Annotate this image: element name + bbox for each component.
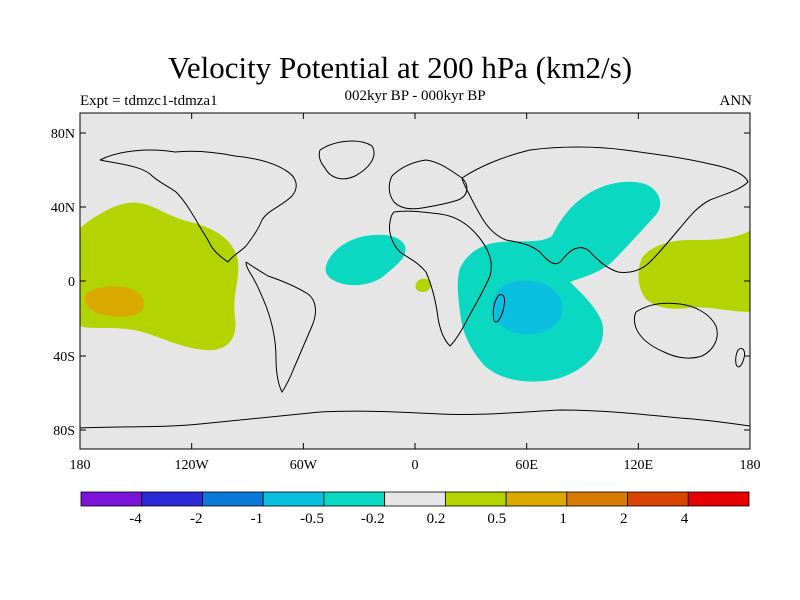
lon-tick-label: 180 <box>70 458 91 473</box>
map-subtitle: 002kyr BP - 000kyr BP <box>344 88 486 104</box>
negative-region-indian <box>457 181 661 382</box>
colorbar-label: -0.5 <box>300 511 324 527</box>
lat-tick-label: 40S <box>53 350 75 365</box>
map-title: Velocity Potential at 200 hPa (km2/s) <box>167 50 633 85</box>
colorbar-swatch <box>262 491 325 507</box>
lat-tick-label: 0 <box>68 275 75 290</box>
colorbar-swatch <box>323 491 386 507</box>
colorbar-swatch <box>202 491 264 507</box>
lat-tick-label: 80S <box>53 424 75 439</box>
lon-tick-label: 0 <box>412 458 419 473</box>
negative-region-atlantic <box>325 234 406 286</box>
colorbar: -4 -2 -1 -0.5 -0.2 0.2 0.5 1 2 4 <box>80 491 750 527</box>
colorbar-label: -0.2 <box>361 511 385 527</box>
lon-tick-label: 60E <box>515 458 538 473</box>
coast-europe <box>388 159 468 210</box>
colorbar-label: -2 <box>190 511 203 527</box>
colorbar-label: 1 <box>559 511 567 527</box>
season-label: ANN <box>719 93 753 109</box>
colorbar-label: 2 <box>620 511 628 527</box>
coast-antarctica <box>80 409 750 429</box>
colorbar-label: 0.5 <box>487 511 506 527</box>
colorbar-swatch <box>505 491 568 507</box>
negative-core-indian <box>492 280 563 335</box>
coast-africa <box>389 210 492 347</box>
colorbar-swatch <box>566 491 628 507</box>
colorbar-label: 0.2 <box>427 511 446 527</box>
lon-tick-label: 120W <box>175 458 210 473</box>
coast-madagascar <box>492 293 505 323</box>
colorbar-label: -4 <box>129 511 142 527</box>
colorbar-swatch <box>384 491 446 507</box>
positive-spot-atlantic <box>415 278 432 292</box>
lon-tick-label: 60W <box>290 458 318 473</box>
colorbar-swatch <box>444 491 507 507</box>
coast-australia <box>634 302 718 359</box>
lon-tick-label: 180 <box>740 458 761 473</box>
colorbar-swatch <box>141 491 203 507</box>
colorbar-swatch <box>687 491 750 507</box>
latitude-axis: 80N 40N 0 40S 80S <box>51 127 750 439</box>
coast-south-america <box>245 261 316 393</box>
lon-tick-label: 120E <box>624 458 654 473</box>
experiment-label: Expt = tdmzc1-tdmza1 <box>80 93 218 109</box>
coastlines <box>80 140 750 429</box>
coast-new-zealand <box>735 347 745 368</box>
positive-region-west-pacific <box>638 230 750 312</box>
colorbar-label: 4 <box>681 511 689 527</box>
lat-tick-label: 80N <box>51 127 75 142</box>
coast-asia <box>461 146 749 273</box>
longitude-axis: 180 120W 60W 0 60E 120E 180 <box>70 113 761 473</box>
positive-core-pacific <box>84 286 145 317</box>
coast-north-america <box>99 149 297 263</box>
lat-tick-label: 40N <box>51 201 75 216</box>
coast-greenland <box>318 140 375 180</box>
colorbar-label: -1 <box>251 511 264 527</box>
contour-fill-layer <box>80 140 750 429</box>
colorbar-swatch <box>80 491 143 507</box>
colorbar-swatch <box>627 491 689 507</box>
